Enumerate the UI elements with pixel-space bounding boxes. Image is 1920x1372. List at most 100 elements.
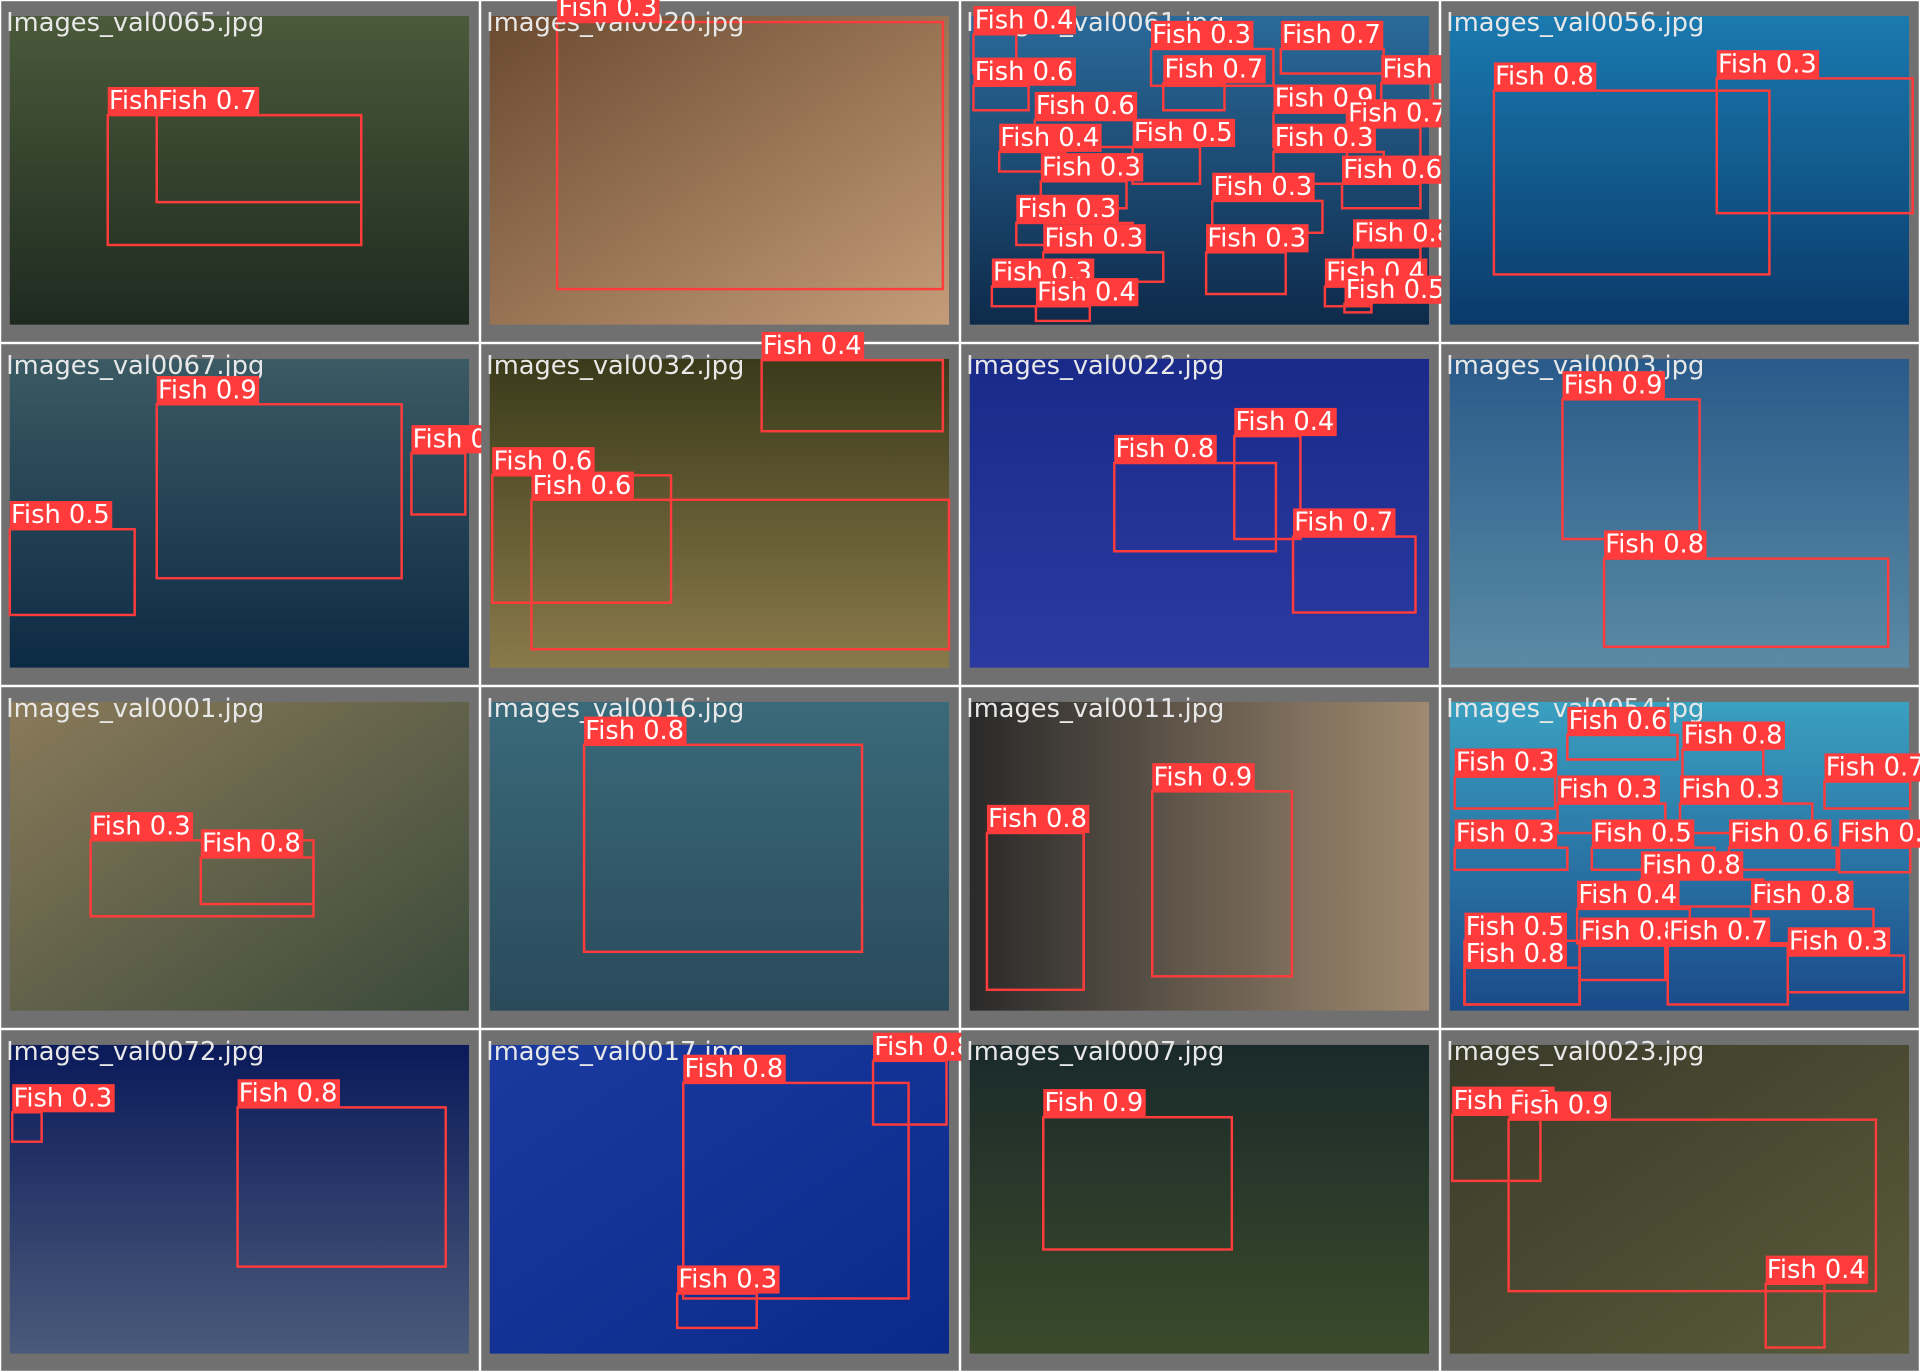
detection-label-bg [12, 1084, 115, 1113]
detection-label: Fish 0.5 [1593, 819, 1692, 849]
detection-label-bg [1454, 748, 1558, 777]
detection-label-bg [1577, 880, 1680, 909]
tile-image [1449, 358, 1909, 668]
detection-label: Fish 0.6 [1036, 91, 1135, 121]
detection-label-bg [1562, 371, 1665, 400]
detection-label-bg [1557, 775, 1661, 804]
file-name: Images_val0022.jpg [966, 351, 1224, 381]
detection-label-bg [1765, 1255, 1869, 1284]
detection-label: Fish 0.6 [1569, 706, 1668, 736]
detection-label-bg [1787, 927, 1891, 956]
detection-label: Fish 0.6 [1343, 155, 1442, 185]
detection-label-bg [156, 376, 260, 405]
detection-label: Fish 0.7 [1164, 54, 1263, 84]
detection-label-bg [1151, 20, 1254, 49]
detection-label-bg [557, 0, 660, 23]
detection-label-bg [677, 1265, 780, 1294]
tile: Images_val0072.jpg Fish 0.3 Fish 0.8 [1, 1030, 479, 1371]
detection-label: Fish 0.8 [1495, 62, 1594, 92]
detection-label: Fish 0.7 [1348, 98, 1447, 128]
detection-label-bg [1043, 1089, 1146, 1118]
detection-label: Fish 0.4 [975, 5, 1074, 35]
detection-label: Fish 0.6 [1730, 819, 1829, 849]
detection-label: Fish 0.3 [1456, 748, 1555, 778]
detection-box [1492, 89, 1771, 276]
detection-box [236, 1106, 447, 1268]
detection-label-bg [1212, 172, 1315, 201]
detection-label: Fish 0.6 [493, 446, 592, 476]
detection-box [11, 1111, 43, 1143]
detection-label: Fish 0.3 [1681, 775, 1780, 805]
detection-label: Fish 0.8 [1752, 880, 1851, 910]
detection-label-bg [9, 501, 113, 530]
detection-label: Fish 0.4 [1767, 1255, 1866, 1285]
detection-label: Fish 0.5 [11, 500, 110, 530]
detection-label: Fish 0.3 [1559, 775, 1658, 805]
detection-label: Fish 0.8 [684, 1054, 783, 1084]
file-name: Images_val0001.jpg [6, 694, 264, 724]
tile: Images_val0056.jpg Fish 0.8 Fish 0.3 [1441, 1, 1919, 342]
tile-image [489, 15, 949, 325]
detection-label-bg [1728, 819, 1832, 848]
detection-label-bg [1344, 275, 1447, 304]
detection-label-bg [1273, 123, 1376, 152]
detection-box [1507, 1118, 1878, 1293]
file-name: Images_val0072.jpg [6, 1037, 264, 1067]
detection-label: Fish 0.8 [1642, 851, 1741, 881]
detection-label-bg [237, 1079, 341, 1108]
detection-label: Fish 0.3 [678, 1265, 777, 1295]
detection-label: Fish 0.5 [1346, 275, 1445, 305]
detection-label-bg [1152, 763, 1255, 792]
detection-label-bg [1508, 1091, 1612, 1120]
detection-label-bg [200, 829, 304, 858]
file-name: Images_val0065.jpg [6, 8, 264, 38]
detection-label-bg [986, 804, 1090, 833]
file-name: Images_val0056.jpg [1446, 8, 1704, 38]
tile: Images_val0007.jpg Fish 0.9 [961, 1030, 1439, 1371]
detection-label: Fish 0.5 [1466, 912, 1565, 942]
detection-label: Fish 0.9 [1044, 1088, 1143, 1118]
detection-box [530, 498, 951, 651]
detection-label-bg [1016, 194, 1119, 223]
detection-label: Fish 0.7 [1840, 819, 1920, 849]
detection-label: Fish 0.8 [988, 804, 1087, 834]
detection-label: Fish 0.8 [1684, 721, 1783, 751]
detection-label-bg [1342, 155, 1445, 184]
detection-label: Fish 0.3 [92, 811, 191, 841]
detection-label: Fish 0.3 [1042, 152, 1141, 182]
detection-label: Fish 0.6 [533, 471, 632, 501]
detection-label: Fish 0.9 [1564, 370, 1663, 400]
detection-label-bg [1464, 939, 1567, 968]
detection-label-bg [973, 57, 1076, 86]
detection-label-bg [1346, 99, 1450, 128]
detection-label-bg [1680, 775, 1783, 804]
file-name: Images_val0007.jpg [966, 1037, 1224, 1067]
detection-label: Fish 0.3 [1789, 927, 1888, 957]
detection-label-bg [1640, 851, 1744, 880]
detection-label-bg [1280, 20, 1384, 49]
detection-label: Fish 0.4 [1578, 880, 1677, 910]
detection-label: Fish 0.9 [1153, 762, 1252, 792]
detection-label-bg [1132, 118, 1236, 147]
detection-label-bg [531, 471, 634, 500]
detection-label: Fish 0.3 [1275, 123, 1374, 153]
detection-label: Fish 0.8 [1605, 530, 1704, 560]
detection-label-bg [156, 86, 260, 116]
detection-label-bg [1824, 753, 1920, 782]
detection-label: Fish 0.6 [975, 57, 1074, 87]
detection-label: Fish 0.8 [1466, 939, 1565, 969]
tile: Images_val0022.jpg Fish 0.8 Fish 0.4 Fish 0… [961, 344, 1439, 685]
detection-box [155, 403, 403, 580]
detection-box [1602, 557, 1890, 649]
detection-label-bg [1035, 278, 1139, 307]
tile-image [969, 1044, 1429, 1354]
tile-image [489, 701, 949, 1011]
detection-label-bg [1043, 224, 1146, 253]
detection-label-bg [1751, 880, 1854, 909]
detection-label-bg [973, 6, 1076, 35]
detection-label-bg [1493, 62, 1597, 91]
